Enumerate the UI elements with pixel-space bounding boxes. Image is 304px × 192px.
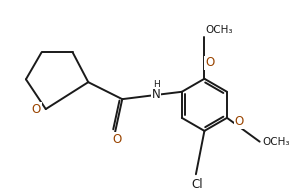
Text: OCH₃: OCH₃ xyxy=(262,137,289,147)
Text: Cl: Cl xyxy=(192,179,203,191)
Text: OCH₃: OCH₃ xyxy=(206,25,233,35)
Text: O: O xyxy=(32,103,41,116)
Text: N: N xyxy=(152,88,161,101)
Text: O: O xyxy=(205,56,214,69)
Text: H: H xyxy=(153,80,160,89)
Text: O: O xyxy=(235,115,244,128)
Text: O: O xyxy=(112,133,121,146)
